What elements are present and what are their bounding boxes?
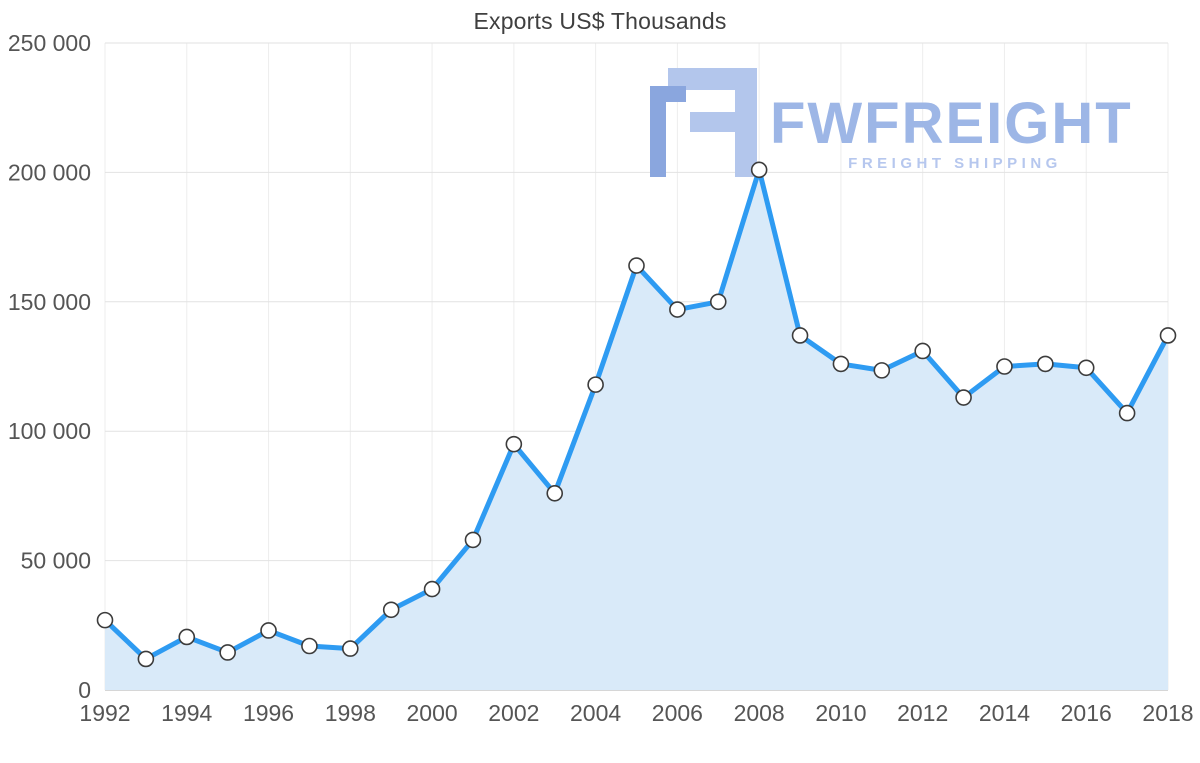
svg-text:50 000: 50 000 bbox=[21, 548, 91, 574]
svg-text:100 000: 100 000 bbox=[8, 418, 91, 444]
svg-text:1998: 1998 bbox=[325, 700, 376, 726]
svg-text:250 000: 250 000 bbox=[8, 30, 91, 56]
svg-text:2004: 2004 bbox=[570, 700, 621, 726]
svg-text:2010: 2010 bbox=[815, 700, 866, 726]
svg-text:1996: 1996 bbox=[243, 700, 294, 726]
svg-text:2006: 2006 bbox=[652, 700, 703, 726]
chart-title: Exports US$ Thousands bbox=[473, 8, 727, 34]
svg-text:2000: 2000 bbox=[406, 700, 457, 726]
svg-text:2008: 2008 bbox=[734, 700, 785, 726]
svg-text:0: 0 bbox=[78, 677, 91, 703]
fwfreight-logo-icon bbox=[650, 68, 757, 177]
svg-text:2014: 2014 bbox=[979, 700, 1030, 726]
watermark-brand: FWFREIGHT bbox=[770, 91, 1133, 156]
watermark-tagline: FREIGHT SHIPPING bbox=[848, 155, 1062, 172]
svg-text:2016: 2016 bbox=[1061, 700, 1112, 726]
svg-text:2018: 2018 bbox=[1142, 700, 1193, 726]
svg-text:2002: 2002 bbox=[488, 700, 539, 726]
svg-text:2012: 2012 bbox=[897, 700, 948, 726]
svg-text:200 000: 200 000 bbox=[8, 159, 91, 185]
svg-text:1994: 1994 bbox=[161, 700, 212, 726]
svg-text:150 000: 150 000 bbox=[8, 289, 91, 315]
svg-text:1992: 1992 bbox=[79, 700, 130, 726]
watermark: FWFREIGHT FREIGHT SHIPPING bbox=[650, 68, 1133, 177]
plot-layer: 0 50 000 100 000 150 000 200 000 250 000 1992 1… bbox=[8, 30, 1194, 726]
